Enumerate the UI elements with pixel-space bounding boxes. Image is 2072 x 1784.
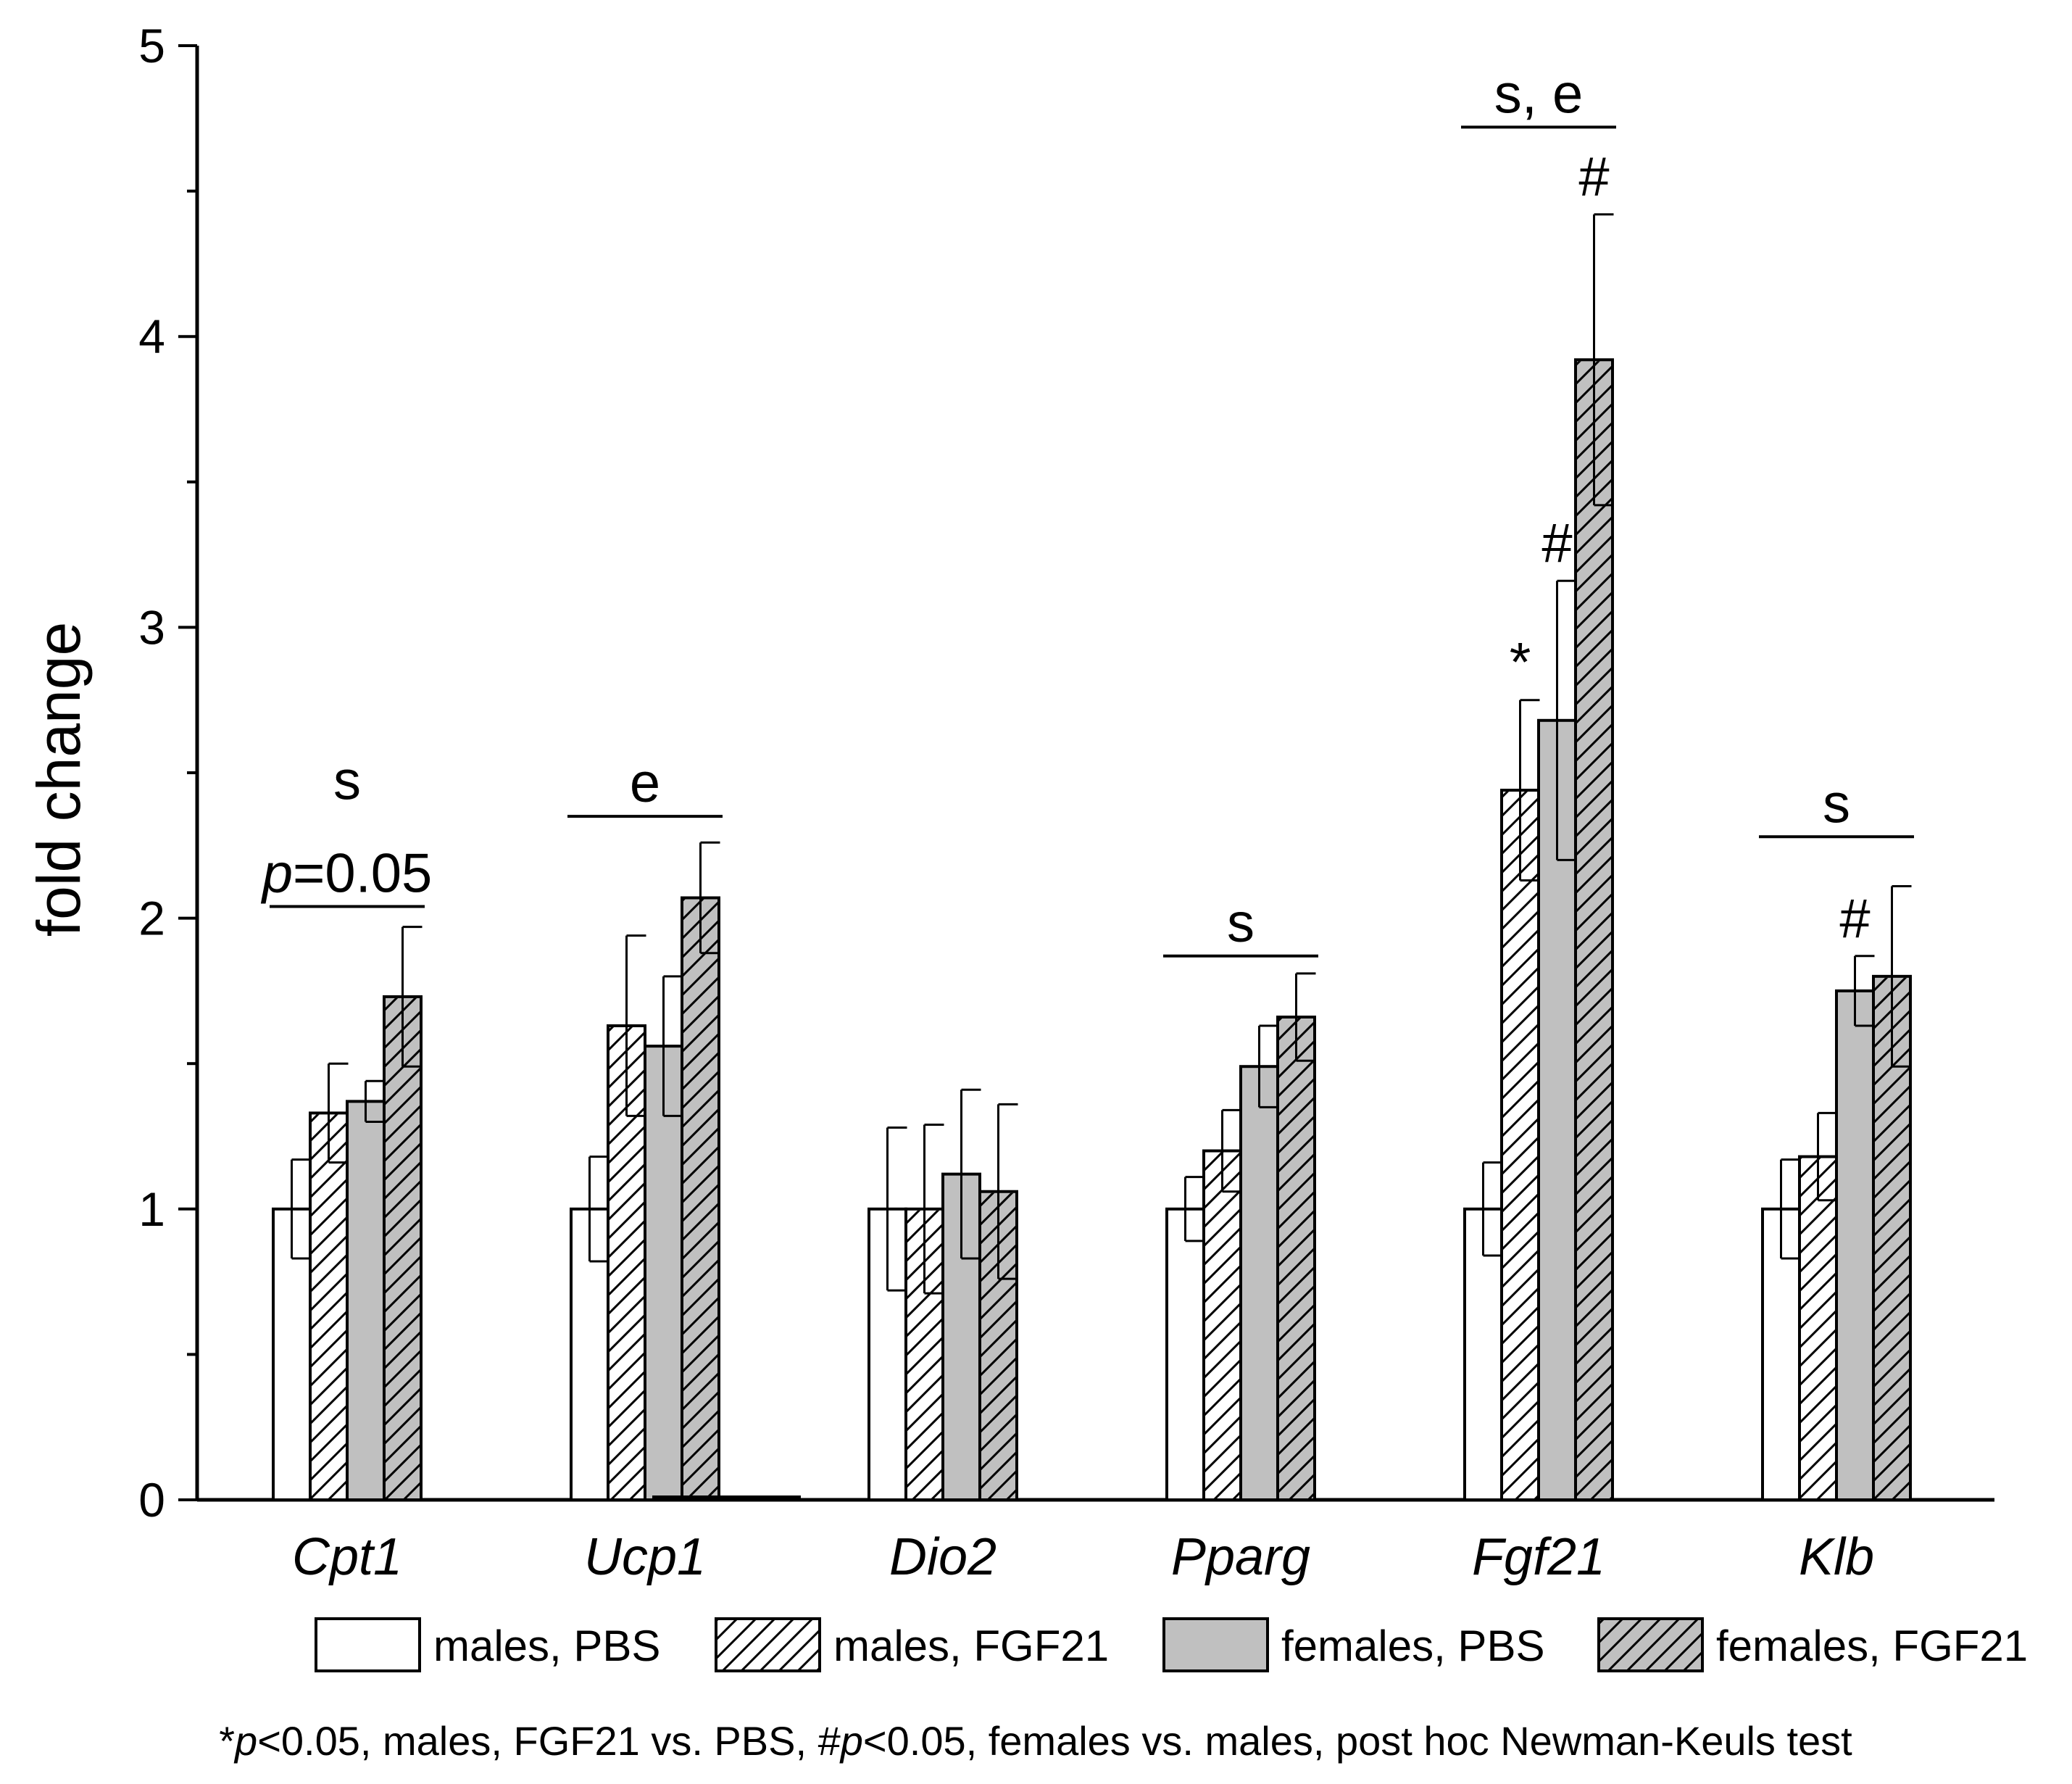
x-tick-label: Cpt1 [292,1528,402,1586]
legend-label: females, FGF21 [1716,1622,2028,1670]
significance-marker: # [1839,888,1870,950]
significance-marker: # [1578,146,1609,208]
legend-label: females, PBS [1281,1622,1545,1670]
legend-label: males, PBS [433,1622,660,1670]
significance-label: s, e [1494,63,1584,125]
bar [346,1100,386,1501]
legend: males, PBS males, FGF21 females, PBS female… [315,1617,2028,1672]
legend-swatch [1162,1617,1269,1672]
y-tick-label: 5 [138,19,165,72]
y-tick-label: 4 [138,310,165,363]
bar [644,1045,683,1502]
legend-swatch-hatch [717,1620,818,1669]
bar-hatch [1279,1018,1313,1498]
legend-item: females, PBS [1162,1617,1545,1672]
x-tick-label: Klb [1799,1528,1874,1586]
bar-hatch [312,1114,346,1498]
x-tick-label: Dio2 [889,1528,997,1586]
footnote: *p<0.05, males, FGF21 vs. PBS, #p<0.05, … [219,1718,1852,1764]
x-tick-label: Fgf21 [1472,1528,1605,1586]
bar-hatch [386,997,420,1498]
significance-marker: * [1510,632,1531,694]
legend-item: males, FGF21 [715,1617,1109,1672]
y-axis-label: fold change [25,622,93,937]
legend-item: males, PBS [315,1617,660,1672]
legend-swatch-hatch [1600,1620,1701,1669]
bar-hatch [1205,1152,1239,1498]
bar [1165,1207,1205,1502]
bar [1239,1065,1279,1502]
legend-swatch [315,1617,421,1672]
bar-hatch [1801,1158,1835,1498]
significance-label: s [1227,892,1255,954]
bar-hatch [1503,792,1537,1498]
significance-marker: # [1541,513,1572,574]
y-tick-label: 1 [138,1182,165,1236]
legend-item: females, FGF21 [1597,1617,2028,1672]
bar [1835,989,1875,1501]
bar-hatch [1577,361,1611,1498]
significance-label: s [1823,773,1850,834]
bar [1463,1207,1503,1502]
y-tick-label: 3 [138,600,165,654]
bar-hatch [683,899,717,1498]
significance-label: p=0.05 [261,843,433,905]
significance-label: e [630,752,660,814]
x-tick-label: Pparg [1171,1528,1310,1586]
y-tick-label: 0 [138,1473,165,1527]
x-tick-label: Ucp1 [584,1528,706,1586]
legend-label: males, FGF21 [833,1622,1109,1670]
significance-label: s [333,750,361,812]
y-tick-label: 2 [138,892,165,945]
plot-area: 0 1 2 3 4 5 fold change Cpt1 Ucp1 Dio2 Pparg Fgf21 K… [25,19,1994,1586]
